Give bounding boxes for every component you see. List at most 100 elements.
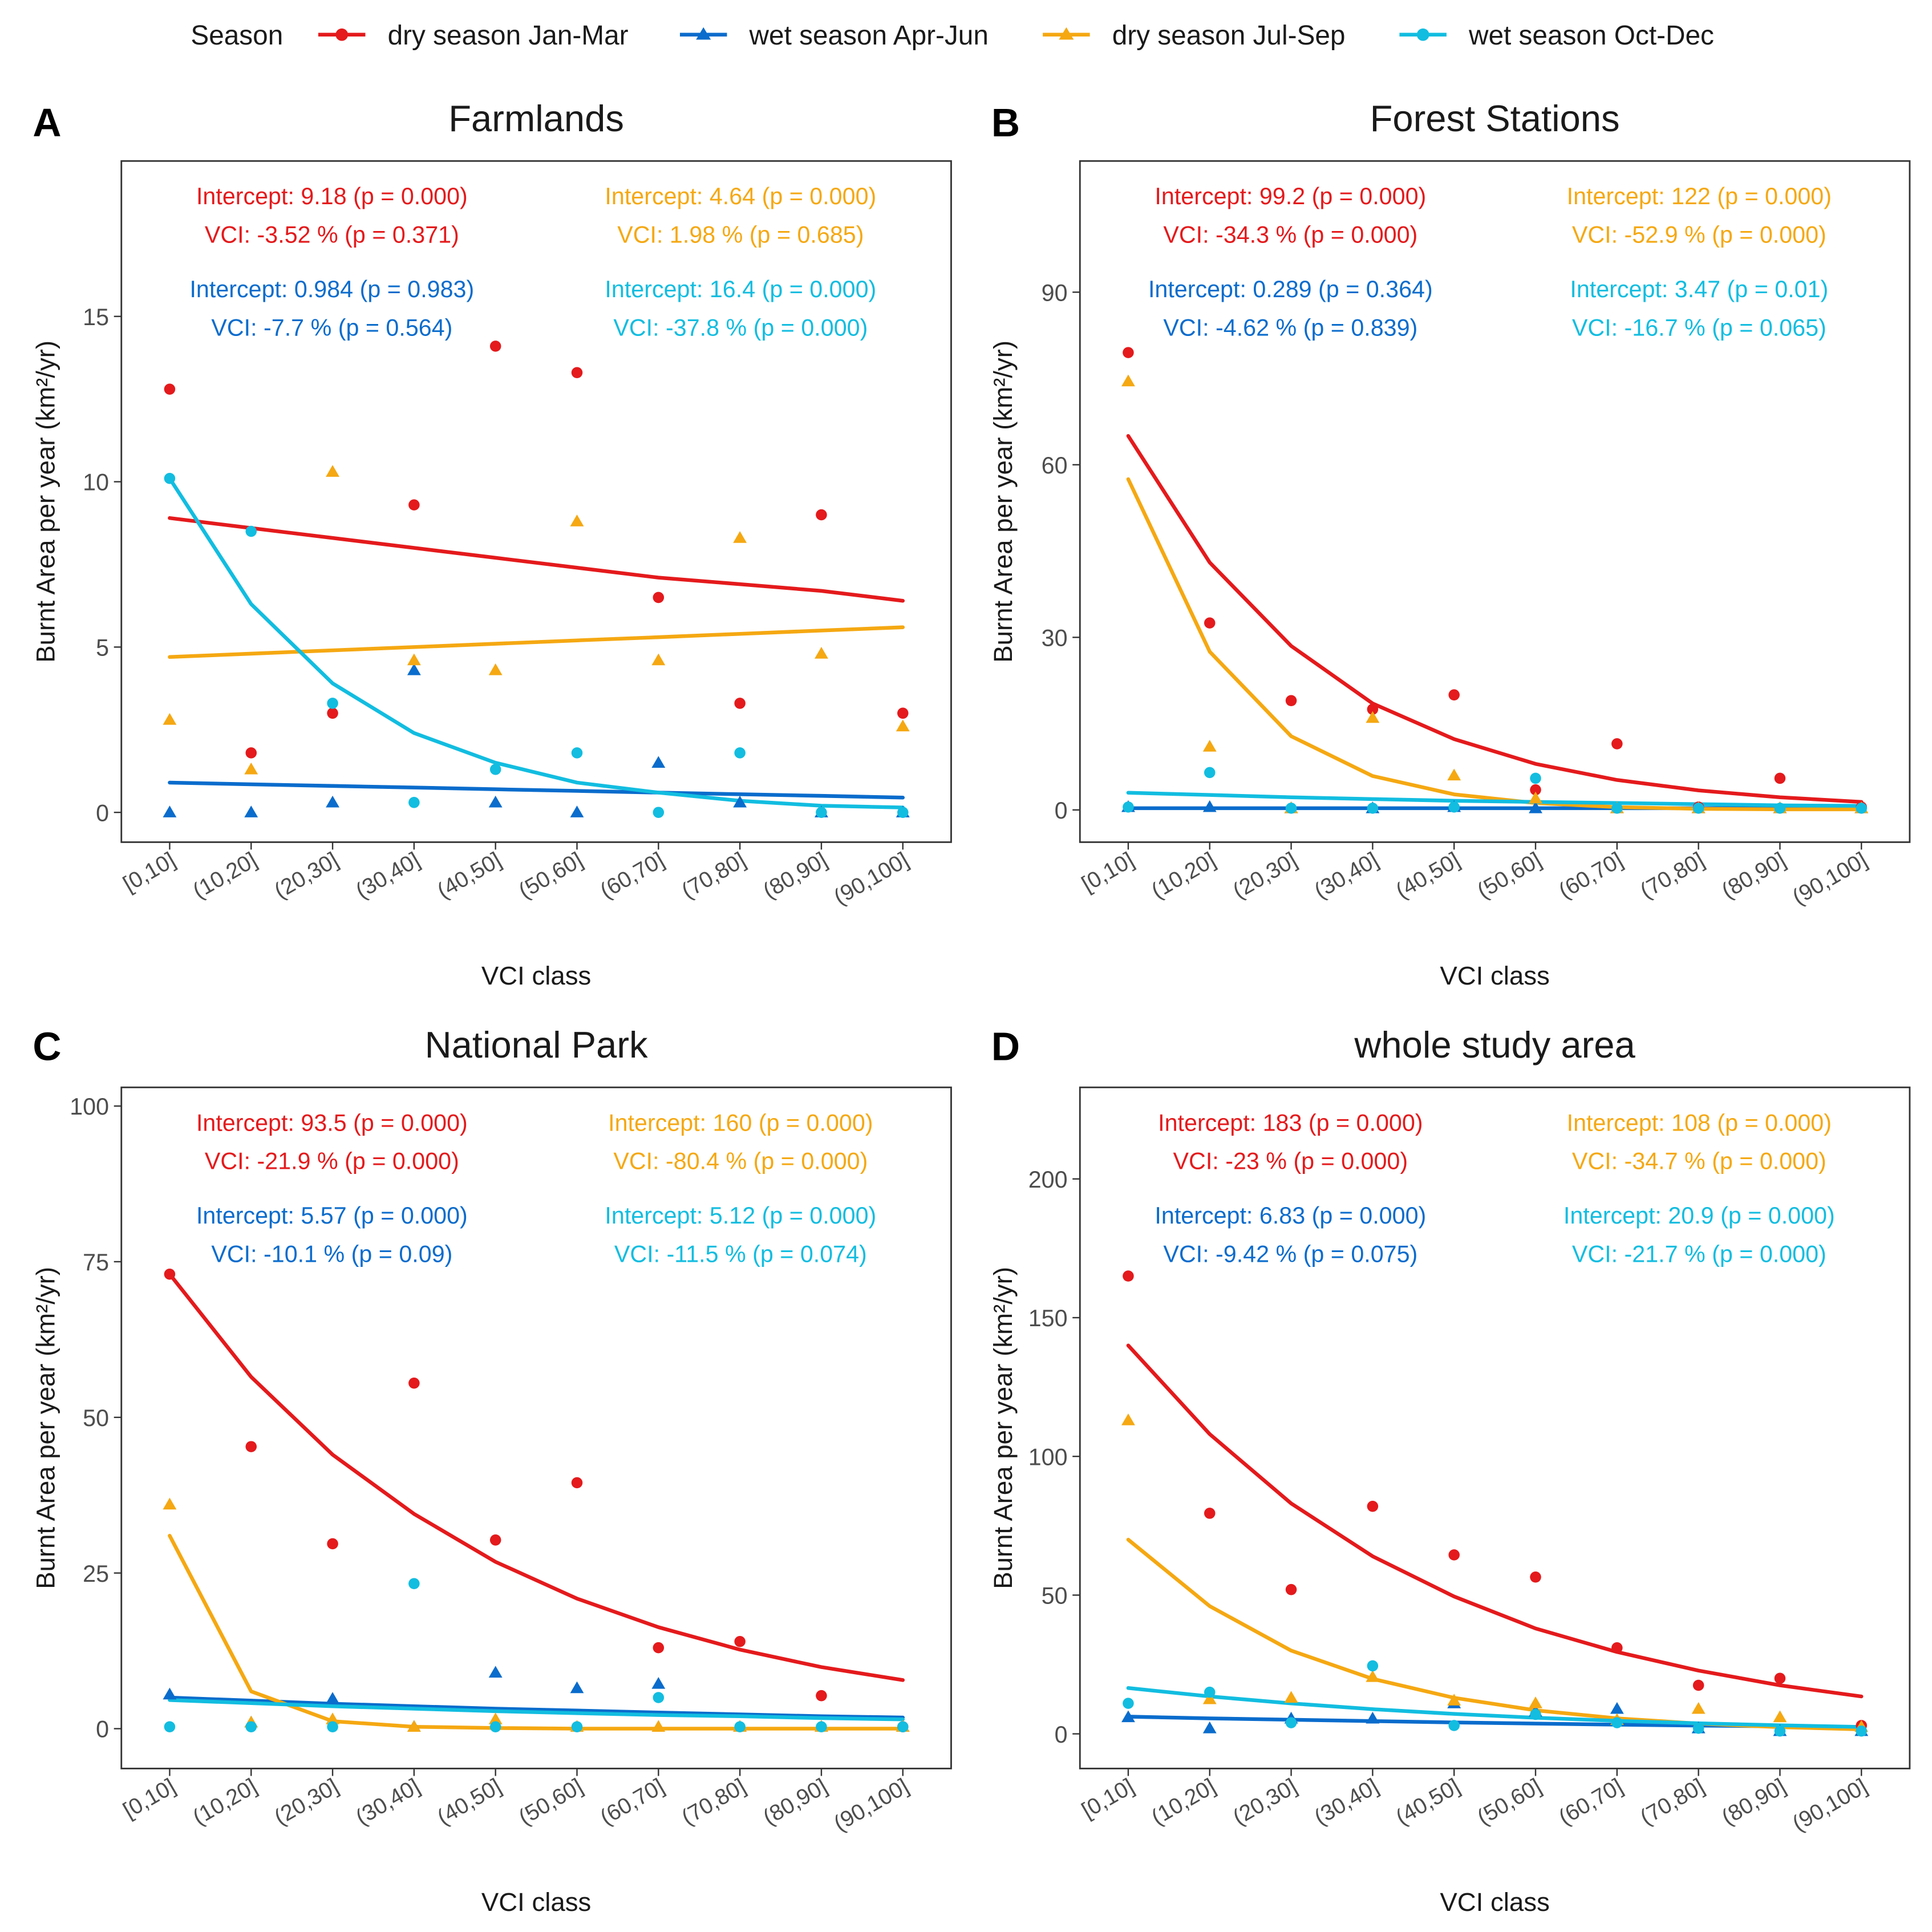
y-tick-label: 200 (1028, 1167, 1068, 1193)
point-dry2-50-60 (1529, 791, 1542, 804)
x-tick-label: (80,90] (1718, 1774, 1790, 1830)
point-dry1-50-60 (571, 367, 583, 379)
point-dry1-50-60 (1530, 1571, 1541, 1583)
fit-line-wet2 (1126, 1686, 1864, 1729)
point-wet2-30-40 (408, 797, 420, 808)
point-dry1-70-80 (1692, 1679, 1704, 1691)
point-wet1-10-20 (244, 805, 258, 817)
point-wet2-30-40 (1367, 803, 1379, 814)
point-wet1-40-50 (488, 1666, 503, 1678)
y-tick-label: 0 (96, 800, 109, 826)
x-tick-label: (90,100] (1788, 848, 1872, 910)
annotation-dry1-line1: VCI: -21.9 % (p = 0.000) (205, 1148, 459, 1174)
annotation-wet2-line0: Intercept: 3.47 (p = 0.01) (1570, 276, 1828, 302)
legend-swatch-triangle-dry2 (1059, 27, 1074, 40)
legend-label-wet2: wet season Oct-Dec (1468, 21, 1714, 51)
point-wet2-40-50 (489, 764, 501, 775)
fit-line-wet2 (1126, 791, 1864, 808)
point-dry2-40-50 (1447, 768, 1461, 781)
plot-frame (1079, 160, 1911, 843)
annotation-wet1-line1: VCI: -7.7 % (p = 0.564) (211, 314, 452, 341)
panel-tag: B (991, 100, 1020, 145)
x-tick-label: (50,60] (1473, 1774, 1546, 1830)
x-tick-label: (80,90] (759, 848, 832, 904)
y-tick-label: 0 (1055, 797, 1068, 824)
point-dry2-80-90 (1773, 1710, 1787, 1723)
point-wet1-0-10 (163, 805, 177, 817)
x-tick-label: (20,30] (270, 1774, 343, 1830)
point-dry1-50-60 (571, 1477, 583, 1489)
panel-forest-stations: B Forest Stations 0 30 60 90 [0,10] (10,20] (20,… (989, 98, 1911, 990)
x-tick-label: (20,30] (270, 848, 343, 904)
point-dry1-20-30 (1285, 1583, 1297, 1595)
annotation-wet2-line1: VCI: -16.7 % (p = 0.065) (1572, 314, 1826, 341)
point-dry1-0-10 (164, 383, 176, 395)
point-wet2-0-10 (164, 1721, 176, 1733)
point-dry1-60-70 (1611, 1642, 1623, 1654)
x-tick-label: (40,50] (1392, 848, 1464, 904)
point-wet2-90-100 (897, 1721, 909, 1733)
annotation-wet1-line0: Intercept: 5.57 (p = 0.000) (196, 1202, 468, 1229)
legend-entry-wet2: wet season Oct-Dec (1399, 21, 1714, 51)
x-tick-label: (50,60] (515, 848, 587, 904)
point-wet1-60-70 (651, 756, 666, 768)
point-wet2-0-10 (164, 472, 176, 484)
x-tick-label: (70,80] (1636, 1774, 1708, 1830)
point-dry2-30-40 (407, 1720, 421, 1732)
point-dry2-40-50 (488, 663, 503, 675)
point-dry1-0-10 (1123, 347, 1134, 358)
y-axis-title: Burnt Area per year (km²/yr) (31, 1267, 60, 1589)
point-wet2-30-40 (1367, 1660, 1379, 1672)
point-dry1-40-50 (489, 341, 501, 352)
point-wet1-30-40 (1366, 1711, 1380, 1724)
x-tick-label: (60,70] (596, 848, 669, 904)
y-tick-label: 50 (83, 1405, 109, 1431)
annotation-wet2-line1: VCI: -37.8 % (p = 0.000) (613, 314, 868, 341)
legend-swatch-circle-dry1 (335, 28, 349, 41)
x-tick-label: (10,20] (189, 1774, 261, 1830)
x-tick-label: (90,100] (830, 848, 913, 910)
fit-line-dry1 (1126, 434, 1864, 804)
y-axis-title: Burnt Area per year (km²/yr) (989, 341, 1018, 663)
panel-title: Forest Stations (1370, 98, 1620, 139)
point-dry2-50-60 (1529, 1696, 1542, 1708)
point-dry1-40-50 (1448, 689, 1460, 700)
legend-entry-dry1: dry season Jan-Mar (318, 21, 629, 51)
point-dry1-20-30 (1285, 695, 1297, 707)
x-tick-label: (50,60] (515, 1774, 587, 1830)
point-wet2-80-90 (816, 807, 827, 818)
y-axis-title: Burnt Area per year (km²/yr) (989, 1267, 1018, 1589)
point-wet2-70-80 (1692, 1723, 1704, 1734)
annotation-wet1-line1: VCI: -10.1 % (p = 0.09) (211, 1241, 452, 1267)
legend-label-dry1: dry season Jan-Mar (388, 21, 629, 51)
annotation-dry1-line1: VCI: -23 % (p = 0.000) (1173, 1148, 1408, 1174)
point-wet2-0-10 (1123, 801, 1134, 813)
fit-line-dry2 (168, 625, 905, 659)
annotation-dry1-line1: VCI: -3.52 % (p = 0.371) (205, 222, 459, 248)
point-wet2-40-50 (489, 1721, 501, 1733)
point-dry2-90-100 (896, 719, 910, 732)
x-tick-label: (70,80] (1636, 848, 1708, 904)
point-wet2-30-40 (408, 1578, 420, 1589)
x-tick-label: (10,20] (1147, 848, 1220, 904)
y-tick-label: 75 (83, 1249, 109, 1275)
x-tick-label: (30,40] (1310, 848, 1383, 904)
panel-title: National Park (425, 1024, 648, 1066)
point-dry1-20-30 (327, 1538, 338, 1550)
point-dry2-20-30 (1284, 1691, 1298, 1703)
point-dry1-70-80 (734, 1635, 746, 1647)
point-dry2-60-70 (651, 653, 666, 666)
point-wet2-40-50 (1448, 801, 1460, 813)
x-tick-label: (70,80] (678, 1774, 750, 1830)
point-dry2-30-40 (1366, 1670, 1380, 1682)
point-wet2-20-30 (327, 1721, 338, 1733)
point-dry1-30-40 (1367, 1500, 1379, 1512)
point-dry1-10-20 (1204, 1508, 1216, 1519)
point-wet1-60-70 (651, 1677, 666, 1689)
x-axis-title: VCI class (1440, 1888, 1549, 1917)
point-wet1-0-10 (163, 1687, 177, 1700)
point-wet2-90-100 (1856, 803, 1868, 814)
y-tick-label: 100 (70, 1093, 109, 1120)
x-tick-label: [0,10] (1078, 1774, 1138, 1823)
